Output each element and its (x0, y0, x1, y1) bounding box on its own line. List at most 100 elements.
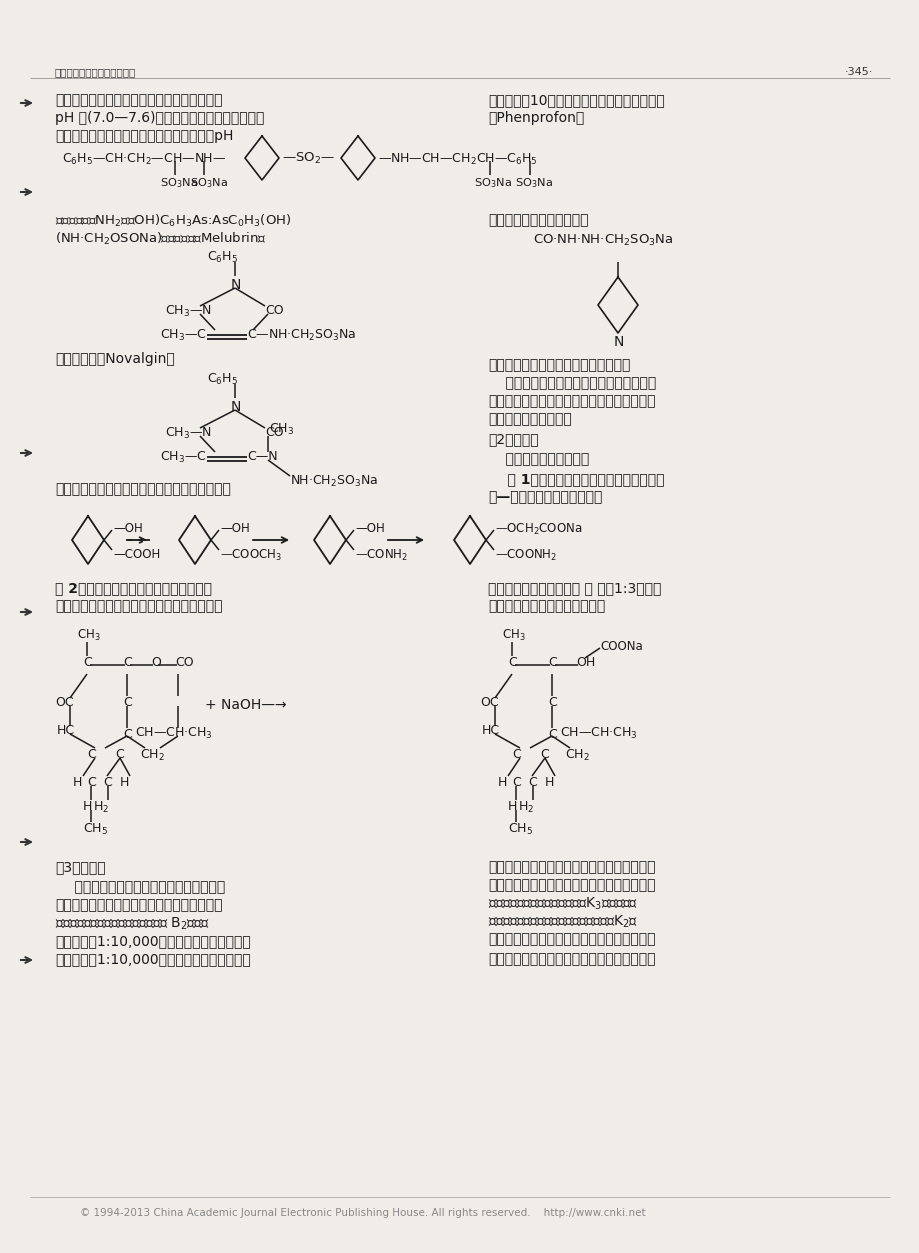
Text: CH$_3$: CH$_3$ (268, 422, 294, 437)
Text: HC: HC (57, 724, 75, 737)
Text: C: C (548, 728, 556, 741)
Text: C—NH·CH$_2$SO$_3$Na: C—NH·CH$_2$SO$_3$Na (246, 328, 356, 343)
Text: OC: OC (480, 695, 498, 709)
Text: CH$_2$: CH$_2$ (564, 748, 589, 763)
Text: 例 1：将难溶於水的水楊酸作成水楊醯胺: 例 1：将难溶於水的水楊酸作成水楊醯胺 (487, 472, 664, 486)
Text: —OH: —OH (355, 523, 384, 535)
Text: —SO$_2$—: —SO$_2$— (282, 152, 335, 167)
Text: N: N (231, 278, 241, 292)
Text: NH·CH$_2$SO$_3$Na: NH·CH$_2$SO$_3$Na (289, 474, 378, 489)
Text: 品性能如增大溶解度及安定性，减少泻性及副: 品性能如增大溶解度及安定性，减少泻性及副 (487, 393, 655, 408)
Text: N: N (613, 335, 624, 350)
Text: C: C (123, 728, 131, 741)
Text: 这里，生成的水溶液还有一个优点，就是它的: 这里，生成的水溶液还有一个优点，就是它的 (55, 93, 222, 107)
Text: 以磷酸鈉作成二鈉鹽的形式被使用，其水溶液: 以磷酸鈉作成二鈉鹽的形式被使用，其水溶液 (487, 952, 655, 966)
Text: (NH·CH$_2$OSONa)、梅留补林（Melubrin）: (NH·CH$_2$OSONa)、梅留补林（Melubrin） (55, 231, 267, 247)
Text: H: H (544, 776, 554, 789)
Text: CO: CO (265, 426, 283, 439)
Text: —OH: —OH (113, 523, 142, 535)
Text: CH$_2$: CH$_2$ (140, 748, 165, 763)
Text: C: C (539, 748, 548, 761)
Text: CO: CO (175, 657, 193, 669)
Text: —OH: —OH (220, 523, 249, 535)
Text: CH—CH·CH$_3$: CH—CH·CH$_3$ (135, 725, 212, 741)
Text: （3）酯化：: （3）酯化： (55, 860, 106, 875)
Text: C$_6$H$_5$—CH·CH$_2$—CH—NH—: C$_6$H$_5$—CH·CH$_2$—CH—NH— (62, 152, 226, 167)
Text: C: C (103, 776, 111, 789)
Text: H: H (497, 776, 506, 789)
Text: 由此可见，磺酸化或甲基磺酸化是改善药: 由此可见，磺酸化或甲基磺酸化是改善药 (487, 376, 655, 390)
Text: H: H (119, 776, 130, 789)
Text: © 1994-2013 China Academic Journal Electronic Publishing House. All rights reser: © 1994-2013 China Academic Journal Elect… (80, 1208, 645, 1218)
Text: —COOCH$_3$: —COOCH$_3$ (220, 548, 282, 563)
Text: H: H (83, 799, 92, 813)
Text: N: N (231, 400, 241, 413)
Text: CH$_3$: CH$_3$ (77, 628, 100, 643)
Text: C: C (548, 657, 556, 669)
Text: CH$_5$: CH$_5$ (83, 822, 108, 837)
Text: OC: OC (55, 695, 74, 709)
Text: 使和多羟基的無机酸类例如磷酸作用，生: 使和多羟基的無机酸类例如磷酸作用，生 (55, 880, 225, 893)
Text: 酸酯化，作成鈉鹽增高其溶解度，不必要添加: 酸酯化，作成鈉鹽增高其溶解度，不必要添加 (487, 878, 655, 892)
Text: CO: CO (265, 304, 283, 317)
Text: 的溶解度提高。例如核黄素即維生素 B$_2$，很难: 的溶解度提高。例如核黄素即維生素 B$_2$，很难 (55, 916, 210, 932)
Text: 新胂凡納明（NH$_2$）（OH)C$_6$H$_3$As:AsC$_0$H$_3$(OH): 新胂凡納明（NH$_2$）（OH)C$_6$H$_3$As:AsC$_0$H$_… (55, 213, 291, 229)
Text: H: H (507, 799, 516, 813)
Text: 加亚硫酸氫鈉而成为水溶性的；但維生素K$_2$可: 加亚硫酸氫鈉而成为水溶性的；但維生素K$_2$可 (487, 913, 638, 931)
Text: CH—CH·CH$_3$: CH—CH·CH$_3$ (560, 725, 637, 741)
Text: —COONH$_2$: —COONH$_2$ (494, 548, 557, 563)
Text: C: C (87, 776, 96, 789)
Text: C: C (548, 695, 556, 709)
Text: 助溶剂。又例如甲萘醌即維生素K$_3$，是由於添: 助溶剂。又例如甲萘醌即維生素K$_3$，是由於添 (487, 896, 638, 912)
Text: 加热，使其内酯环打开，生成羧基的鈉鹽，因: 加热，使其内酯环打开，生成羧基的鈉鹽，因 (55, 599, 222, 613)
Text: C—N: C—N (246, 450, 278, 464)
Text: 难溶性药品配制注射剂的方法: 难溶性药品配制注射剂的方法 (55, 66, 136, 76)
Text: CH$_3$—N: CH$_3$—N (165, 304, 211, 320)
Text: CH$_3$—C: CH$_3$—C (160, 450, 207, 465)
Text: 加茨醋胺或脲为助溶剂作成注射液；也可以磷: 加茨醋胺或脲为助溶剂作成注射液；也可以磷 (487, 860, 655, 875)
Text: CH$_3$—C: CH$_3$—C (160, 328, 207, 343)
Text: C: C (512, 776, 520, 789)
Text: C$_6$H$_5$: C$_6$H$_5$ (207, 372, 238, 387)
Text: 鹽，例如磺胺嘧啶鈉、磺胺噻甲鈉等等，其pH: 鹽，例如磺胺嘧啶鈉、磺胺噻甲鈉等等，其pH (55, 129, 233, 143)
Text: 醚—醋酸鈉，使能溶解於水。: 醚—醋酸鈉，使能溶解於水。 (487, 490, 602, 504)
Text: 以磷酸鈉作成二鈉鹽的形式被使用，其水溶液: 以磷酸鈉作成二鈉鹽的形式被使用，其水溶液 (487, 932, 655, 946)
Text: CH$_5$: CH$_5$ (507, 822, 532, 837)
Text: （Phenprofon）: （Phenprofon） (487, 112, 584, 125)
Text: CH$_3$: CH$_3$ (502, 628, 525, 643)
Text: SO$_3$Na: SO$_3$Na (515, 175, 552, 189)
Text: 例 2：将难溶於水的山道年在碱性溶液中: 例 2：将难溶於水的山道年在碱性溶液中 (55, 581, 211, 595)
Text: COONa: COONa (599, 640, 642, 653)
Text: CH$_3$—N: CH$_3$—N (165, 426, 211, 441)
Text: —NH—CH—CH$_2$CH—C$_6$H$_5$: —NH—CH—CH$_2$CH—C$_6$H$_5$ (378, 152, 538, 167)
Text: —CONH$_2$: —CONH$_2$ (355, 548, 407, 563)
Text: CO·NH·NH·CH$_2$SO$_3$Na: CO·NH·NH·CH$_2$SO$_3$Na (532, 233, 673, 248)
Text: 比異莨菪更有效而安定，毒性又較小。: 比異莨菪更有效而安定，毒性又較小。 (487, 358, 630, 372)
Text: —COOH: —COOH (113, 548, 160, 561)
Text: C: C (507, 657, 516, 669)
Text: C: C (115, 748, 124, 761)
Text: 而得到山道年鈉，便易溶 於 水（1:3），可: 而得到山道年鈉，便易溶 於 水（1:3），可 (487, 581, 661, 595)
Text: C: C (123, 695, 131, 709)
Text: 成有机化合物的磷酸酯，作成鹽类，可使药物: 成有机化合物的磷酸酯，作成鹽类，可使药物 (55, 898, 222, 912)
Text: 異莨菪的甲基磺酸鈉化合物: 異莨菪的甲基磺酸鈉化合物 (487, 213, 588, 227)
Text: C: C (512, 748, 520, 761)
Text: OH: OH (575, 657, 595, 669)
Text: H$_2$: H$_2$ (93, 799, 109, 816)
Text: —OCH$_2$COONa: —OCH$_2$COONa (494, 523, 582, 538)
Text: （2）羧化：: （2）羧化： (487, 432, 538, 446)
Text: 等等，也都是与甲醛和酸性亚硫酸鈉的綜合物。: 等等，也都是与甲醛和酸性亚硫酸鈉的綜合物。 (55, 482, 231, 496)
Text: C: C (123, 657, 131, 669)
Text: + NaOH—→: + NaOH—→ (205, 698, 287, 712)
Text: 供注射用，作為蛔虫的驅除剂：: 供注射用，作為蛔虫的驅除剂： (487, 599, 605, 613)
Text: C: C (87, 748, 96, 761)
Text: H$_2$: H$_2$ (517, 799, 534, 816)
Text: 溶於水（約1:10,000），为增加其溶解度可以: 溶於水（約1:10,000），为增加其溶解度可以 (55, 952, 251, 966)
Text: 和罗茨尔精（Novalgin）: 和罗茨尔精（Novalgin） (55, 352, 175, 366)
Text: pH 值(7.0—7.6)接近中性，不像一般單純的鈉: pH 值(7.0—7.6)接近中性，不像一般單純的鈉 (55, 112, 264, 125)
Text: 值往往高达10左右。同样的道理，例如苯丙羰: 值往往高达10左右。同样的道理，例如苯丙羰 (487, 93, 664, 107)
Text: 作用的有效办法之一。: 作用的有效办法之一。 (487, 412, 571, 426)
Text: HC: HC (482, 724, 500, 737)
Text: SO$_3$Na: SO$_3$Na (160, 175, 198, 189)
Text: H: H (73, 776, 83, 789)
